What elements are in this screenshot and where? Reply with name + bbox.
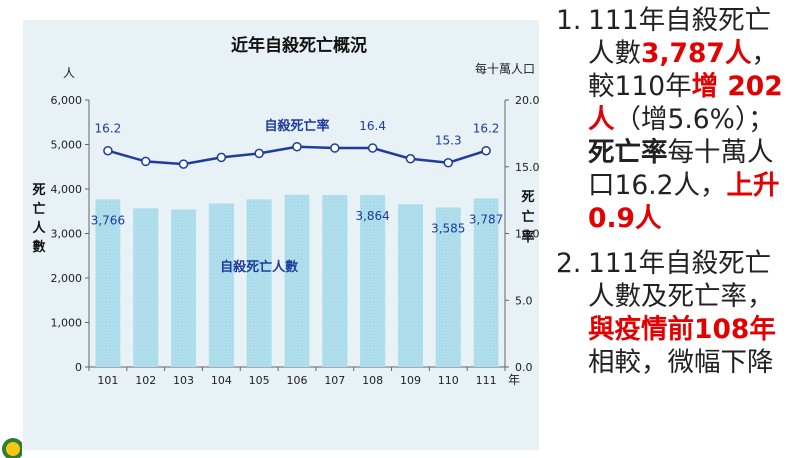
rate-value-label: 16.2: [95, 122, 122, 136]
bar: [473, 198, 499, 367]
x-axis-tick-label: 107: [324, 374, 345, 387]
chart-title: 近年自殺死亡概況: [231, 35, 367, 56]
x-axis-tick-label: 111: [476, 374, 497, 387]
bullet-text-segment: 111年自殺死亡人數及死亡率，: [588, 248, 774, 312]
x-axis-tick-label: 102: [135, 374, 156, 387]
bar: [171, 209, 197, 367]
left-axis-label-char: 數: [32, 239, 45, 255]
bullet-text-segment: 111年自殺死亡人數: [588, 5, 772, 69]
left-axis-label-char: 死: [32, 183, 45, 198]
bar-value-label: 3,787: [469, 212, 503, 226]
rate-point: [443, 157, 454, 168]
rate-value-label: 16.2: [473, 122, 500, 136]
left-axis-tick-label: 4,000: [51, 183, 83, 196]
bar-value-label: 3,585: [431, 221, 465, 235]
bullet-text: 111年自殺死亡人數及死亡率，與疫情前108年相較，微幅下降: [588, 247, 796, 379]
summary-bullet: 1. 111年自殺死亡人數3,787人，較110年增 202 人（增5.6%）；死…: [556, 4, 796, 235]
left-axis-tick-label: 6,000: [51, 94, 83, 107]
x-axis-tick-label: 103: [173, 374, 194, 387]
left-axis-tick-label: 2,000: [51, 272, 83, 285]
bar: [133, 208, 159, 367]
bar: [284, 194, 310, 367]
left-axis-label-char: 亡: [32, 201, 45, 217]
bar: [435, 207, 461, 367]
x-axis-tick-label: 105: [249, 374, 270, 387]
rate-point: [178, 159, 189, 169]
left-axis-label-char: 人: [32, 220, 46, 236]
bar: [208, 203, 234, 367]
highlighted-text-segment: 死亡率: [588, 137, 668, 168]
bullet-text-segment: 相較，微幅下降: [588, 347, 774, 378]
bullet-text-segment: （增5.6%）；: [614, 104, 775, 135]
highlighted-text-segment: 上升0.9人: [588, 170, 780, 234]
bar-series-label: 自殺死亡人數: [220, 259, 298, 275]
chart-panel: 近年自殺死亡概況 人 每十萬人口 年 死 亡 人 數 死 亡 率 0 1,000 2…: [23, 20, 539, 450]
right-axis-label-char: 率: [521, 229, 534, 245]
bar: [322, 195, 348, 367]
left-axis-tick-label: 3,000: [51, 228, 83, 241]
x-axis-unit: 年: [508, 373, 520, 387]
bullet-number: 1.: [556, 5, 582, 36]
right-axis-unit: 每十萬人口: [475, 61, 535, 76]
rate-point: [405, 153, 416, 164]
x-axis-tick-label: 110: [438, 374, 459, 387]
rate-value-label: 15.3: [435, 134, 462, 148]
highlighted-text-segment: 3,787人: [641, 38, 752, 69]
x-axis-tick-label: 104: [211, 374, 232, 387]
right-axis-tick-label: 10.0: [515, 228, 539, 241]
right-axis-tick-label: 5.0: [515, 294, 533, 307]
summary-bullets: 1. 111年自殺死亡人數3,787人，較110年增 202 人（增5.6%）；死…: [556, 4, 796, 391]
x-axis-tick-label: 109: [400, 374, 421, 387]
chart-svg: 近年自殺死亡概況 人 每十萬人口 年 死 亡 人 數 死 亡 率 0 1,000 2…: [32, 35, 539, 387]
rate-point: [254, 148, 264, 159]
bar: [397, 204, 423, 367]
left-axis-tick-label: 0: [75, 361, 82, 374]
bar-value-label: 3,864: [355, 209, 389, 223]
rate-point: [103, 145, 113, 156]
rate-point: [481, 145, 491, 156]
right-axis-tick-label: 20.0: [515, 94, 539, 107]
x-axis-tick-label: 106: [287, 374, 308, 387]
left-axis-tick-label: 1,000: [51, 317, 83, 330]
agency-logo-icon: [2, 438, 22, 458]
summary-bullet: 2. 111年自殺死亡人數及死亡率，與疫情前108年相較，微幅下降: [556, 247, 796, 379]
highlighted-text-segment: 增 202 人: [588, 71, 783, 135]
bar-value-label: 3,766: [91, 213, 125, 227]
right-axis-label-char: 死: [521, 190, 534, 205]
bullet-text-segment: 每十萬人口16.2人，: [588, 137, 774, 201]
bullet-text: 111年自殺死亡人數3,787人，較110年增 202 人（增5.6%）；死亡率…: [588, 4, 796, 235]
right-axis-tick-label: 0.0: [515, 361, 533, 374]
rate-point: [292, 141, 302, 152]
bullet-text-segment: ，較110年: [588, 38, 778, 102]
line-series-label: 自殺死亡率: [264, 118, 329, 134]
highlighted-text-segment: 與疫情前108年: [588, 314, 776, 345]
rate-value-label: 16.4: [359, 119, 386, 133]
x-axis-tick-label: 108: [362, 374, 383, 387]
right-axis-tick-label: 15.0: [515, 161, 539, 174]
left-axis-unit: 人: [63, 66, 75, 80]
rate-point: [216, 152, 227, 163]
right-axis-label-char: 亡: [521, 209, 534, 225]
bar: [95, 199, 121, 367]
bullet-number: 2.: [556, 248, 582, 279]
rate-point: [330, 143, 340, 153]
x-axis-tick-label: 101: [97, 374, 118, 387]
left-axis-tick-label: 5,000: [51, 139, 83, 152]
bar: [360, 195, 386, 367]
rate-point: [140, 156, 151, 167]
rate-point: [367, 143, 378, 153]
bar: [246, 199, 272, 367]
